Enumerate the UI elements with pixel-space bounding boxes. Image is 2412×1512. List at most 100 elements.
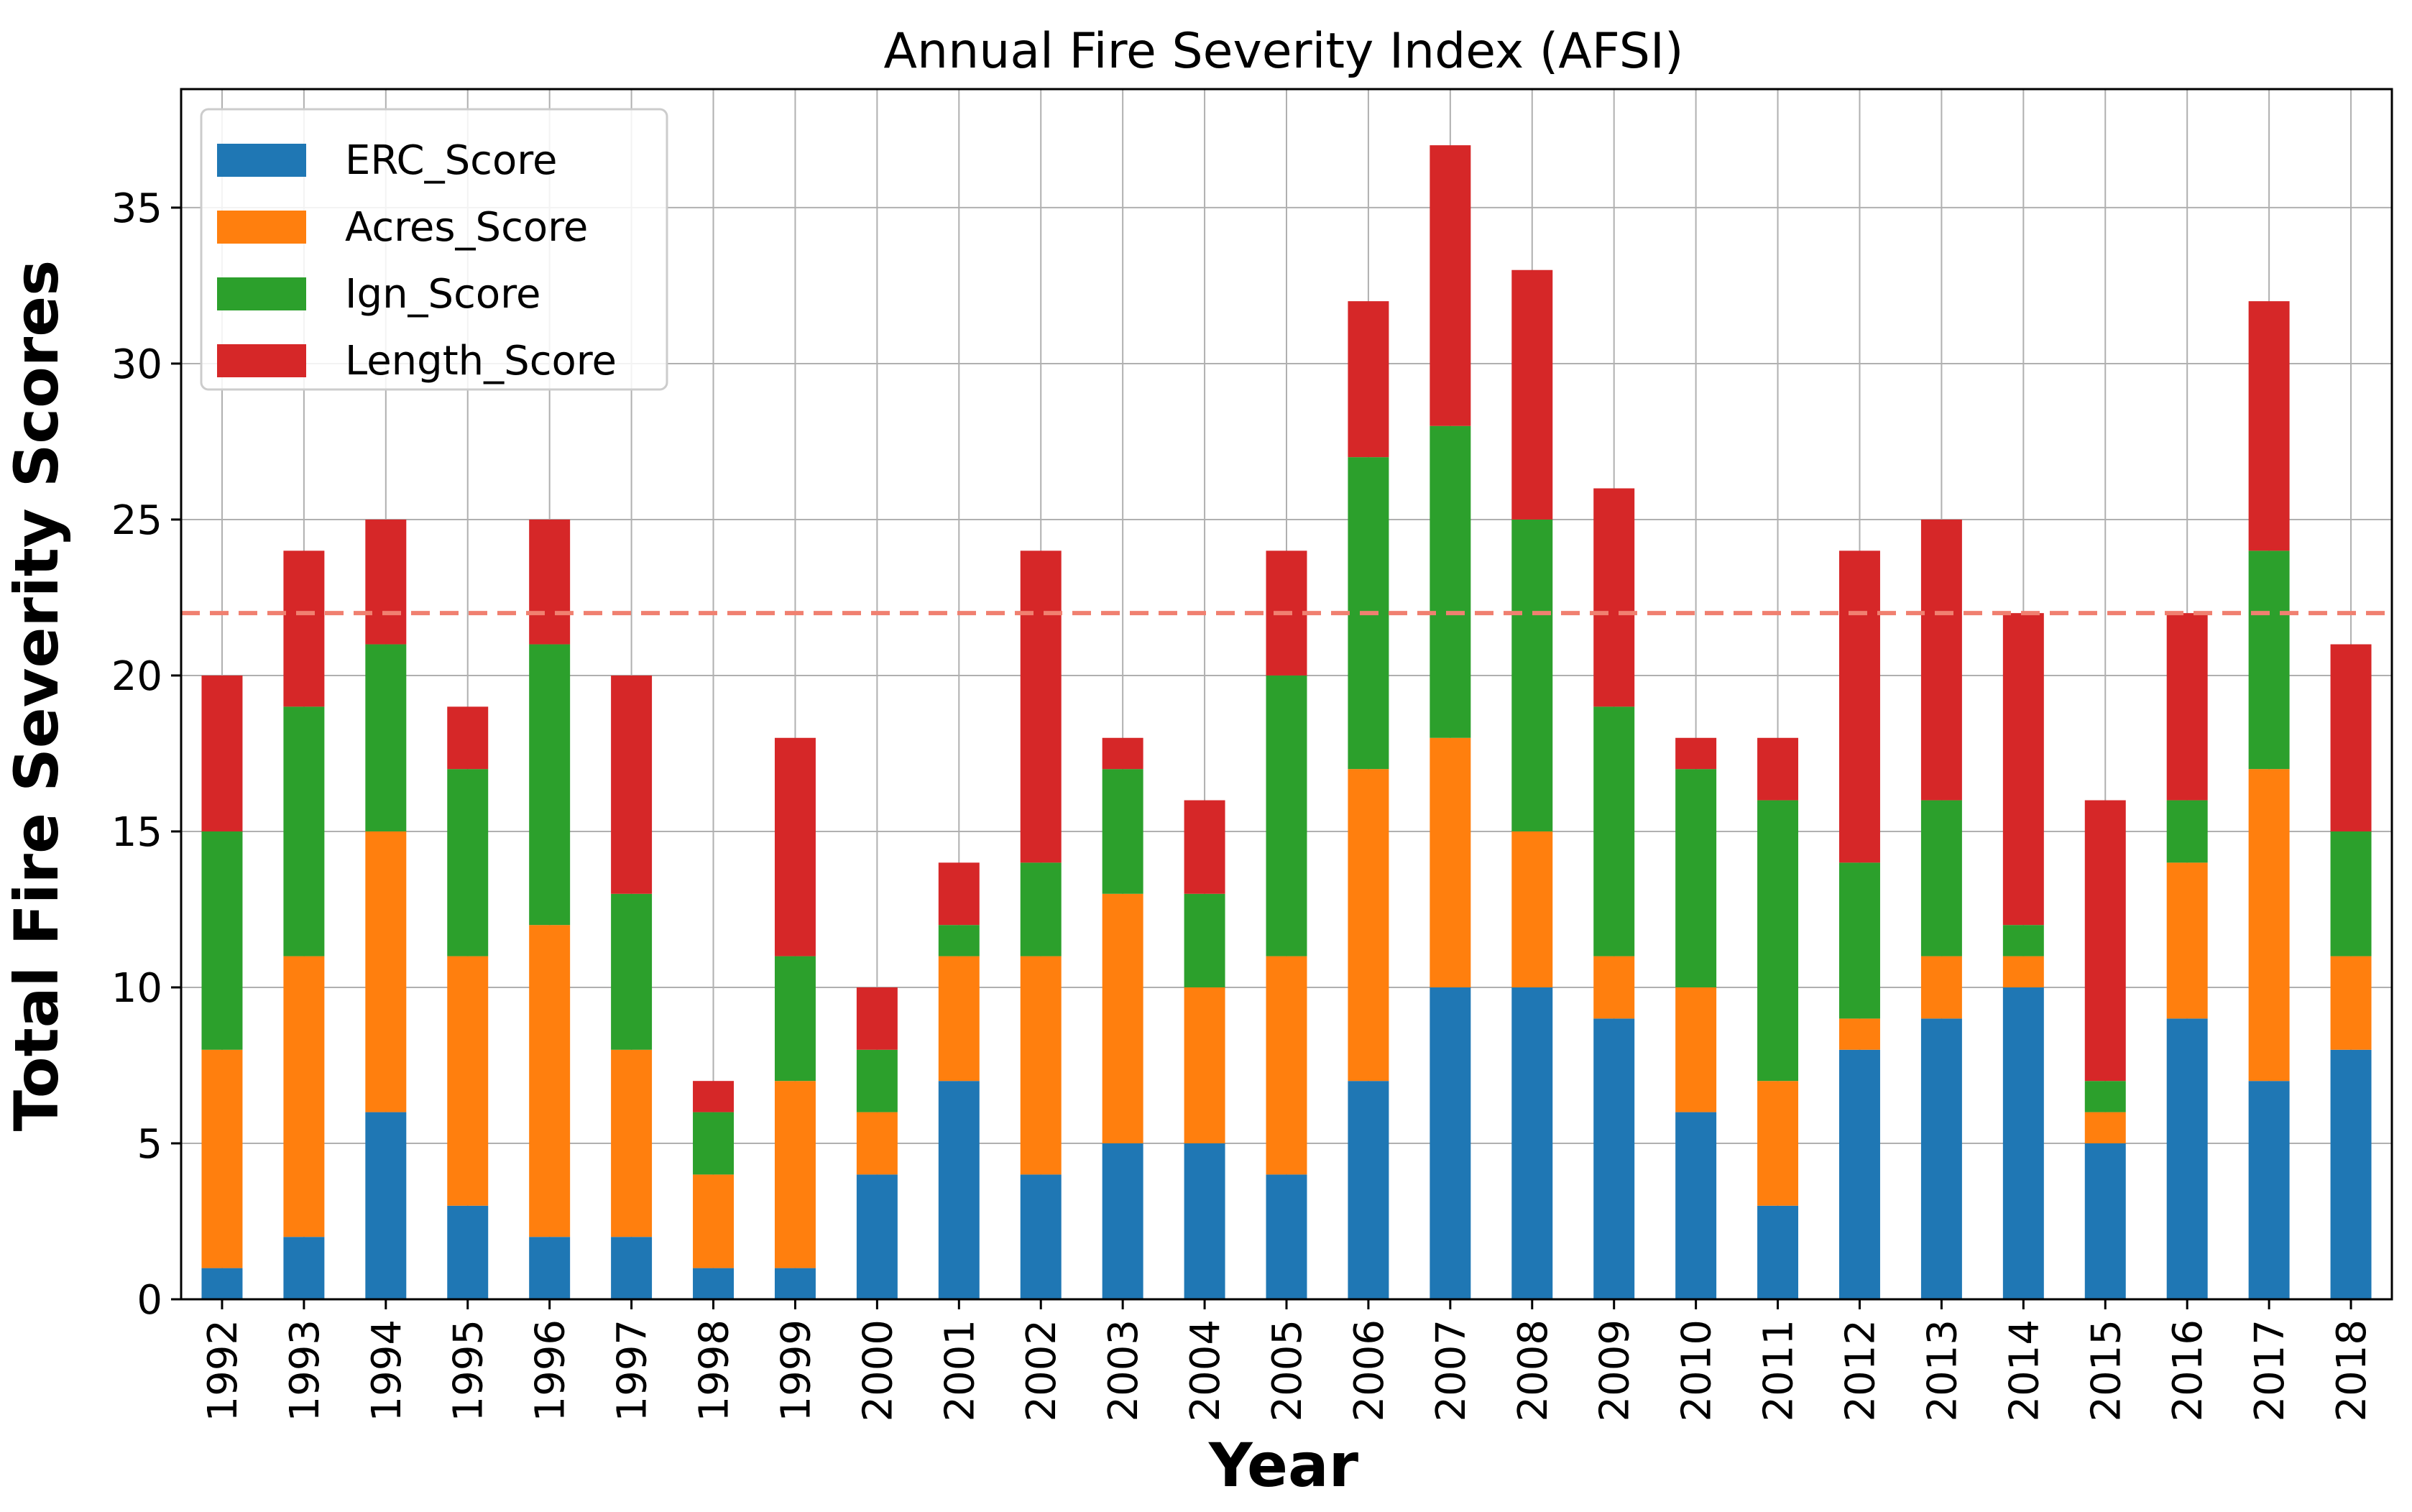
bar-segment-ign-score-2015 bbox=[2084, 1081, 2126, 1112]
bar-segment-acres-score-2012 bbox=[1839, 1018, 1880, 1050]
bar-segment-ign-score-1999 bbox=[774, 956, 816, 1082]
x-tick-label: 2018 bbox=[2329, 1319, 2375, 1422]
legend-box bbox=[200, 108, 668, 391]
x-tick-label: 1993 bbox=[282, 1319, 328, 1422]
bar-segment-ign-score-1997 bbox=[611, 893, 653, 1050]
bar-segment-length-score-2002 bbox=[1020, 550, 1062, 863]
bar-segment-ign-score-2008 bbox=[1511, 519, 1553, 831]
bar-segment-acres-score-2010 bbox=[1675, 987, 1717, 1112]
legend-label-ign-score: Ign_Score bbox=[345, 271, 540, 318]
bar-segment-length-score-2008 bbox=[1511, 269, 1553, 520]
legend: ERC_Score Acres_Score Ign_Score Length_Scor… bbox=[200, 108, 668, 391]
bar-segment-ign-score-2013 bbox=[1920, 800, 1962, 956]
x-tick-label: 1998 bbox=[691, 1319, 738, 1422]
y-axis-label: Total Fire Severity Scores bbox=[1, 260, 72, 1132]
y-tick-label: 10 bbox=[111, 965, 162, 1012]
y-tick-label: 20 bbox=[111, 653, 162, 700]
bar-segment-length-score-1997 bbox=[611, 675, 653, 894]
bar-segment-erc-score-2014 bbox=[2002, 987, 2044, 1299]
bar-segment-erc-score-1997 bbox=[611, 1237, 653, 1299]
bar-segment-erc-score-2008 bbox=[1511, 987, 1553, 1299]
bar-segment-ign-score-2017 bbox=[2248, 550, 2290, 770]
bar-segment-length-score-1998 bbox=[693, 1081, 734, 1112]
x-tick-label: 2009 bbox=[1592, 1319, 1639, 1422]
bar-segment-erc-score-2002 bbox=[1020, 1174, 1062, 1299]
bar-segment-length-score-2012 bbox=[1839, 550, 1880, 863]
bar-segment-acres-score-2017 bbox=[2248, 769, 2290, 1082]
bar-segment-ign-score-1996 bbox=[529, 644, 571, 926]
bar-segment-length-score-2006 bbox=[1348, 301, 1389, 458]
x-tick-label: 2001 bbox=[936, 1319, 983, 1422]
bar-segment-length-score-1995 bbox=[447, 706, 489, 770]
bar-segment-ign-score-1994 bbox=[365, 644, 407, 831]
bar-segment-acres-score-2007 bbox=[1430, 737, 1471, 987]
bar-segment-acres-score-2006 bbox=[1348, 769, 1389, 1082]
y-tick-label: 30 bbox=[111, 341, 162, 388]
bar-segment-erc-score-2004 bbox=[1184, 1143, 1225, 1299]
bar-segment-length-score-2007 bbox=[1430, 145, 1471, 426]
bar-segment-erc-score-1998 bbox=[693, 1268, 734, 1299]
bar-segment-length-score-2011 bbox=[1757, 737, 1799, 801]
bar-segment-ign-score-2002 bbox=[1020, 862, 1062, 956]
x-tick-label: 2015 bbox=[2083, 1319, 2130, 1422]
x-tick-label: 2008 bbox=[1510, 1319, 1557, 1422]
bar-segment-acres-score-2009 bbox=[1593, 956, 1635, 1019]
y-tick-label: 25 bbox=[111, 497, 162, 544]
bar-segment-erc-score-2007 bbox=[1430, 987, 1471, 1299]
bar-segment-ign-score-2012 bbox=[1839, 862, 1880, 1019]
x-tick-label: 1992 bbox=[200, 1319, 247, 1422]
bar-segment-acres-score-2015 bbox=[2084, 1112, 2126, 1143]
bar-segment-erc-score-2005 bbox=[1266, 1174, 1307, 1299]
legend-label-acres-score: Acres_Score bbox=[345, 204, 588, 251]
x-tick-label: 2000 bbox=[855, 1319, 901, 1422]
bar-segment-erc-score-2006 bbox=[1348, 1081, 1389, 1299]
bar-segment-ign-score-2000 bbox=[856, 1049, 898, 1112]
x-tick-label: 2007 bbox=[1428, 1319, 1475, 1422]
x-tick-label: 2014 bbox=[2001, 1319, 2048, 1422]
bar-segment-ign-score-2005 bbox=[1266, 675, 1307, 956]
bar-segment-acres-score-1994 bbox=[365, 831, 407, 1112]
legend-swatch-erc-score bbox=[217, 144, 306, 177]
bar-segment-length-score-1993 bbox=[283, 550, 325, 707]
x-axis-label: Year bbox=[1208, 1430, 1359, 1501]
bar-segment-erc-score-2018 bbox=[2330, 1049, 2372, 1299]
ticks-layer: 0 5 10 15 20 25 30 35 1992 1993 1994 1995 1996 1997 19… bbox=[111, 185, 2375, 1422]
bar-segment-acres-score-2013 bbox=[1920, 956, 1962, 1019]
bar-segment-erc-score-2016 bbox=[2166, 1018, 2208, 1299]
x-tick-label: 2003 bbox=[1100, 1319, 1147, 1422]
bar-segment-length-score-1999 bbox=[774, 737, 816, 956]
bar-segment-length-score-2004 bbox=[1184, 800, 1225, 894]
bar-segment-ign-score-2009 bbox=[1593, 706, 1635, 956]
bar-segment-ign-score-2010 bbox=[1675, 769, 1717, 987]
legend-label-erc-score: ERC_Score bbox=[345, 137, 557, 184]
bar-segment-length-score-2015 bbox=[2084, 800, 2126, 1082]
x-tick-label: 2010 bbox=[1674, 1319, 1721, 1422]
x-tick-label: 2012 bbox=[1837, 1319, 1884, 1422]
bar-segment-acres-score-1996 bbox=[529, 925, 571, 1237]
bar-segment-erc-score-1993 bbox=[283, 1237, 325, 1299]
bar-segment-length-score-2013 bbox=[1920, 519, 1962, 801]
bar-segment-acres-score-2003 bbox=[1102, 893, 1143, 1143]
bar-segment-ign-score-2007 bbox=[1430, 425, 1471, 738]
x-tick-label: 2006 bbox=[1346, 1319, 1393, 1422]
legend-swatch-ign-score bbox=[217, 277, 306, 310]
bar-segment-ign-score-2011 bbox=[1757, 800, 1799, 1082]
bar-segment-length-score-1992 bbox=[201, 675, 243, 831]
bar-segment-acres-score-2001 bbox=[938, 956, 980, 1082]
bar-segment-acres-score-2008 bbox=[1511, 831, 1553, 987]
bar-segment-length-score-2018 bbox=[2330, 644, 2372, 831]
bar-segment-length-score-2010 bbox=[1675, 737, 1717, 770]
x-tick-label: 1995 bbox=[446, 1319, 492, 1422]
y-tick-label: 5 bbox=[137, 1121, 162, 1168]
bar-segment-length-score-2009 bbox=[1593, 488, 1635, 707]
bar-segment-length-score-1996 bbox=[529, 519, 571, 645]
bar-segment-ign-score-1998 bbox=[693, 1112, 734, 1175]
bar-segment-ign-score-2014 bbox=[2002, 925, 2044, 956]
bar-segment-acres-score-1993 bbox=[283, 956, 325, 1237]
y-tick-label: 0 bbox=[137, 1277, 162, 1324]
bar-segment-acres-score-2018 bbox=[2330, 956, 2372, 1050]
x-tick-label: 1997 bbox=[609, 1319, 656, 1422]
x-tick-label: 1994 bbox=[364, 1319, 410, 1422]
x-tick-label: 2016 bbox=[2165, 1319, 2211, 1422]
